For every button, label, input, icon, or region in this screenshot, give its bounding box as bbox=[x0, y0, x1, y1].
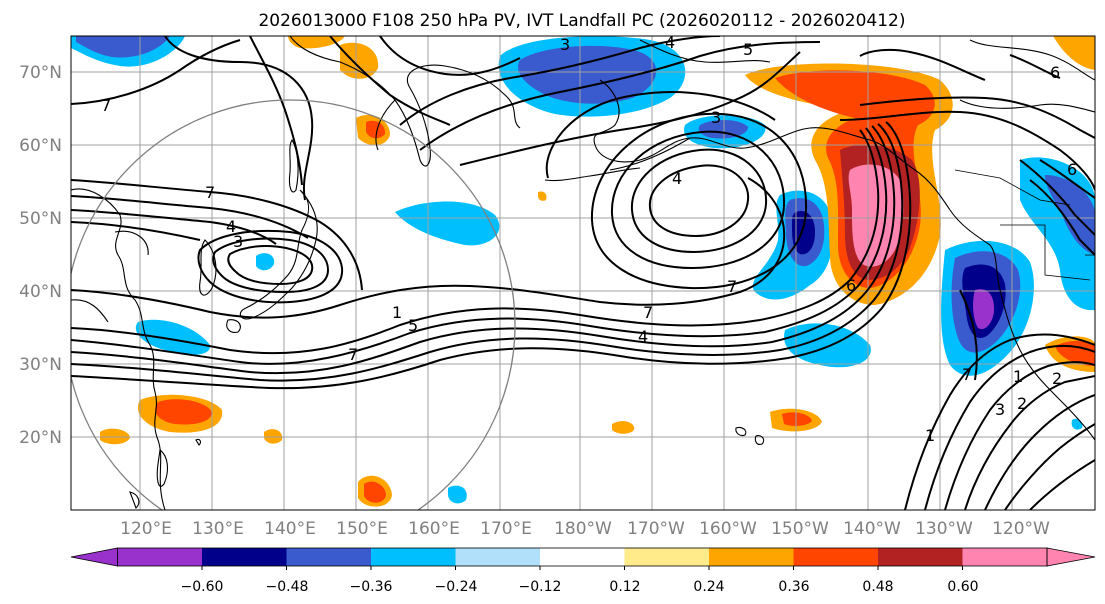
colorbar-segment bbox=[709, 548, 794, 566]
colorbar-tick-label: 0.12 bbox=[609, 579, 640, 595]
lon-label: 150°W bbox=[771, 519, 829, 539]
contour-label: 3 bbox=[995, 400, 1005, 419]
contour-label: 6 bbox=[1050, 63, 1060, 82]
colorbar-segment bbox=[117, 548, 203, 566]
contour-label: 1 bbox=[925, 426, 935, 445]
colorbar-extend-high bbox=[1046, 547, 1096, 567]
lon-label: 130°W bbox=[915, 519, 973, 539]
map-frame bbox=[70, 35, 1096, 511]
lat-label: 40°N bbox=[19, 282, 62, 302]
contour-label: 6 bbox=[1067, 160, 1077, 179]
lat-label: 30°N bbox=[19, 355, 62, 375]
contour-label: 1 bbox=[392, 303, 402, 322]
contour-label: 4 bbox=[638, 327, 648, 346]
contour-label: 3 bbox=[560, 35, 570, 54]
colorbar-tick-label: 0.48 bbox=[862, 579, 893, 595]
lat-label: 60°N bbox=[19, 136, 62, 156]
lon-label: 140°W bbox=[843, 519, 901, 539]
contour-label: 7 bbox=[101, 96, 111, 115]
colorbar-frame bbox=[117, 547, 1048, 567]
colorbar-tick-label: 0.60 bbox=[947, 579, 978, 595]
colorbar-extend-low bbox=[70, 547, 118, 567]
contour-label: 4 bbox=[665, 33, 675, 52]
colorbar: −0.60 −0.48 −0.36 −0.24 −0.12 0.12 0.24 … bbox=[70, 547, 1096, 595]
lat-label: 50°N bbox=[19, 209, 62, 229]
contour-label: 7 bbox=[205, 183, 215, 202]
contour-label: 7 bbox=[962, 365, 972, 384]
contour-label: 6 bbox=[846, 276, 856, 295]
lon-label: 170°E bbox=[480, 519, 532, 539]
lon-label: 160°E bbox=[408, 519, 460, 539]
borders bbox=[954, 169, 1095, 281]
contour-label: 7 bbox=[643, 303, 653, 322]
lon-label: 140°E bbox=[264, 519, 316, 539]
colorbar-tick-label: −0.48 bbox=[266, 579, 309, 595]
colorbar-ticks bbox=[201, 566, 963, 570]
colorbar-tick-label: 0.24 bbox=[693, 579, 724, 595]
contour-label: 7 bbox=[727, 277, 737, 296]
lat-label: 70°N bbox=[19, 63, 62, 83]
contour-label: 1 bbox=[1013, 367, 1023, 386]
colorbar-tick-label: −0.24 bbox=[435, 579, 478, 595]
map-panel: 7 7 4 3 1 5 7 3 4 5 3 4 7 4 7 6 6 6 1 3 … bbox=[71, 33, 1095, 510]
colorbar-tick-label: −0.60 bbox=[181, 579, 224, 595]
colorbar-tick-label: 0.36 bbox=[778, 579, 809, 595]
contour-label: 3 bbox=[711, 108, 721, 127]
lon-label: 130°E bbox=[192, 519, 244, 539]
lon-label: 180°W bbox=[554, 519, 612, 539]
contour-label: 4 bbox=[226, 217, 236, 236]
colorbar-segment bbox=[624, 548, 710, 566]
colorbar-segment bbox=[878, 548, 963, 566]
lon-label: 170°W bbox=[627, 519, 685, 539]
figure-title: 2026013000 F108 250 hPa PV, IVT Landfall… bbox=[258, 11, 905, 31]
colorbar-segment bbox=[962, 548, 1048, 566]
contour-label: 5 bbox=[743, 40, 753, 59]
colorbar-segment bbox=[793, 548, 879, 566]
colorbar-tick-label: −0.36 bbox=[350, 579, 393, 595]
colorbar-segment bbox=[540, 548, 625, 566]
colorbar-tick-labels: −0.60 −0.48 −0.36 −0.24 −0.12 0.12 0.24 … bbox=[181, 579, 979, 595]
lon-label: 160°W bbox=[699, 519, 757, 539]
contour-label: 2 bbox=[1052, 369, 1062, 388]
contour-label: 2 bbox=[1017, 394, 1027, 413]
lon-label: 150°E bbox=[336, 519, 388, 539]
lat-label: 20°N bbox=[19, 428, 62, 448]
contour-label: 7 bbox=[348, 345, 358, 364]
pv-contour-labels: 7 7 4 3 1 5 7 3 4 5 3 4 7 4 7 6 6 6 1 3 … bbox=[101, 33, 1077, 445]
lon-label: 120°E bbox=[120, 519, 172, 539]
pv-contours bbox=[71, 36, 1095, 510]
ivt-positive-shading bbox=[100, 36, 1095, 507]
colorbar-segment bbox=[371, 548, 456, 566]
colorbar-segments bbox=[70, 547, 1096, 567]
colorbar-segment bbox=[455, 548, 541, 566]
longitude-labels: 120°E 130°E 140°E 150°E 160°E 170°E 180°… bbox=[120, 519, 1050, 539]
colorbar-tick-label: −0.12 bbox=[519, 579, 562, 595]
colorbar-segment bbox=[202, 548, 287, 566]
gridlines bbox=[71, 36, 1095, 510]
latitude-labels: 70°N 60°N 50°N 40°N 30°N 20°N bbox=[19, 63, 62, 448]
contour-label: 3 bbox=[233, 232, 243, 251]
colorbar-segment bbox=[286, 548, 372, 566]
contour-label: 4 bbox=[672, 169, 682, 188]
lon-label: 120°W bbox=[992, 519, 1050, 539]
contour-label: 5 bbox=[408, 316, 418, 335]
